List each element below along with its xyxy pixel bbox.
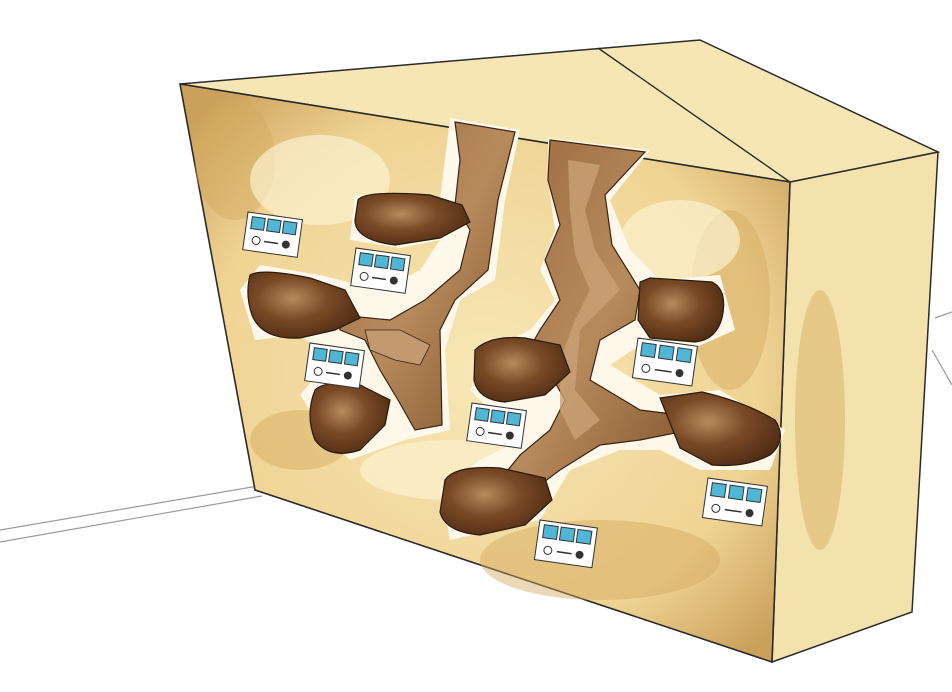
- dial-icon: [575, 550, 584, 559]
- chamber-center: [473, 336, 571, 403]
- tunnel-right-main: [499, 139, 702, 501]
- control-panel: [350, 247, 412, 294]
- gear-icon: [711, 503, 721, 513]
- panel-screen: [328, 349, 344, 365]
- panel-screen: [343, 351, 360, 367]
- panel-screen: [250, 216, 266, 231]
- panel-screen: [281, 220, 298, 236]
- gear-icon: [641, 363, 651, 373]
- control-panel: [304, 342, 366, 389]
- panel-screen: [640, 342, 657, 359]
- control-panel: [466, 402, 528, 449]
- dial-icon: [343, 371, 352, 380]
- control-panel: [701, 477, 768, 527]
- panel-screen: [474, 407, 490, 422]
- gear-icon: [359, 271, 369, 281]
- ant-chambers: [247, 192, 781, 536]
- panel-screen: [575, 528, 593, 545]
- gear-icon: [251, 235, 261, 245]
- panel-screen: [374, 254, 390, 270]
- room-floor-lines: [0, 311, 952, 543]
- panel-screen: [389, 256, 406, 272]
- panel-screen: [490, 409, 506, 425]
- gear-icon: [475, 426, 485, 436]
- chamber-right: [659, 391, 781, 467]
- panel-screen: [505, 411, 522, 427]
- tunnel-right-light-streak: [560, 160, 620, 440]
- tunnel-left-branch: [364, 329, 431, 366]
- panel-screen: [266, 218, 282, 234]
- gear-icon: [543, 545, 553, 555]
- panel-screen: [312, 347, 328, 362]
- panel-screen: [745, 487, 763, 504]
- control-panel: [242, 211, 304, 258]
- control-panel: [533, 519, 599, 569]
- panel-screen: [675, 347, 693, 364]
- dial-icon: [389, 276, 398, 285]
- panel-screen: [657, 344, 675, 361]
- dial-icon: [281, 240, 290, 249]
- dial-icon: [505, 431, 514, 440]
- box-top-edge: [597, 47, 791, 183]
- chamber-top-left: [354, 192, 471, 246]
- dial-icon: [745, 509, 754, 518]
- control-panels: [242, 211, 768, 569]
- panel-screen: [727, 484, 745, 501]
- panel-screen: [710, 482, 727, 499]
- panel-screen: [358, 252, 374, 267]
- control-panel: [631, 337, 698, 387]
- panel-screen: [542, 524, 559, 541]
- dial-icon: [675, 369, 684, 378]
- gear-icon: [313, 366, 323, 376]
- chamber-bottom: [439, 466, 553, 536]
- panel-screen: [558, 526, 576, 543]
- chamber-top-right: [637, 277, 725, 343]
- chamber-left: [247, 271, 361, 339]
